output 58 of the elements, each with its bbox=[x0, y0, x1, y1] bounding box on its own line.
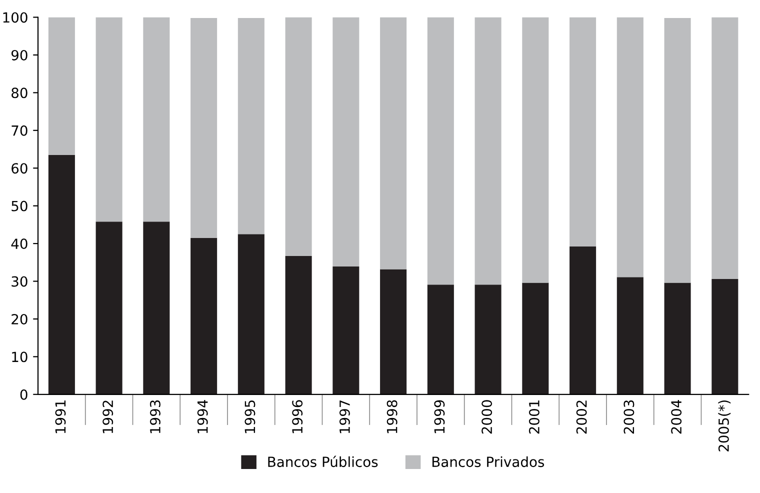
bar bbox=[332, 266, 360, 394]
bar bbox=[427, 17, 454, 285]
legend-label: Bancos Privados bbox=[432, 456, 544, 468]
bar bbox=[427, 284, 454, 394]
x-tick-label: 2002 bbox=[576, 400, 587, 434]
bar bbox=[190, 238, 218, 394]
y-tick-label: 100 bbox=[3, 12, 28, 23]
bar bbox=[380, 269, 407, 394]
x-tick-label: 2005(*) bbox=[718, 400, 731, 452]
x-tick-label: 2001 bbox=[528, 400, 540, 434]
x-tick-label: 2000 bbox=[482, 400, 492, 434]
y-tick-label: 60 bbox=[12, 163, 28, 174]
bar bbox=[143, 17, 170, 222]
bar bbox=[522, 282, 549, 394]
bar bbox=[285, 256, 312, 394]
x-tick-label: 1995 bbox=[244, 400, 256, 434]
x-tick-label: 1991 bbox=[55, 400, 66, 434]
bar bbox=[285, 17, 312, 256]
x-tick-label: 1997 bbox=[339, 400, 350, 434]
bar bbox=[96, 17, 122, 222]
bar bbox=[664, 18, 691, 283]
bar bbox=[48, 154, 75, 394]
y-tick-label: 50 bbox=[12, 200, 28, 212]
y-tick-label: 80 bbox=[12, 88, 28, 98]
bar bbox=[474, 284, 502, 394]
x-tick-label: 2003 bbox=[624, 400, 634, 434]
y-tick-label: 90 bbox=[11, 50, 28, 60]
y-tick-label: 30 bbox=[12, 276, 28, 287]
x-tick-label: 1994 bbox=[197, 400, 208, 434]
x-tick-label: 1993 bbox=[150, 400, 160, 434]
bar bbox=[664, 282, 691, 394]
bar bbox=[332, 17, 360, 267]
y-tick-label: 20 bbox=[12, 314, 28, 324]
bar bbox=[570, 17, 596, 247]
bar bbox=[380, 17, 407, 270]
bar bbox=[96, 222, 122, 394]
y-tick-label: 40 bbox=[11, 238, 28, 250]
y-tick-label: 70 bbox=[12, 125, 28, 136]
y-tick-label: 10 bbox=[12, 352, 28, 362]
x-tick-label: 1999 bbox=[434, 400, 445, 434]
bar bbox=[570, 246, 596, 394]
bar bbox=[712, 17, 738, 279]
bar bbox=[712, 278, 738, 394]
x-tick-label: 1992 bbox=[102, 400, 114, 434]
bar bbox=[616, 17, 644, 278]
bar bbox=[474, 17, 502, 285]
bar bbox=[190, 18, 218, 238]
bar bbox=[616, 277, 644, 394]
bar bbox=[143, 222, 170, 394]
bar bbox=[238, 234, 264, 394]
bar bbox=[522, 17, 549, 283]
y-tick-label: 0 bbox=[20, 389, 28, 400]
legend-label: Bancos Públicos bbox=[268, 456, 378, 468]
x-tick-label: 1996 bbox=[292, 400, 303, 434]
x-tick-label: 2004 bbox=[671, 400, 682, 434]
x-tick-label: 1998 bbox=[386, 400, 398, 434]
bar bbox=[48, 17, 75, 155]
bar bbox=[238, 18, 264, 234]
